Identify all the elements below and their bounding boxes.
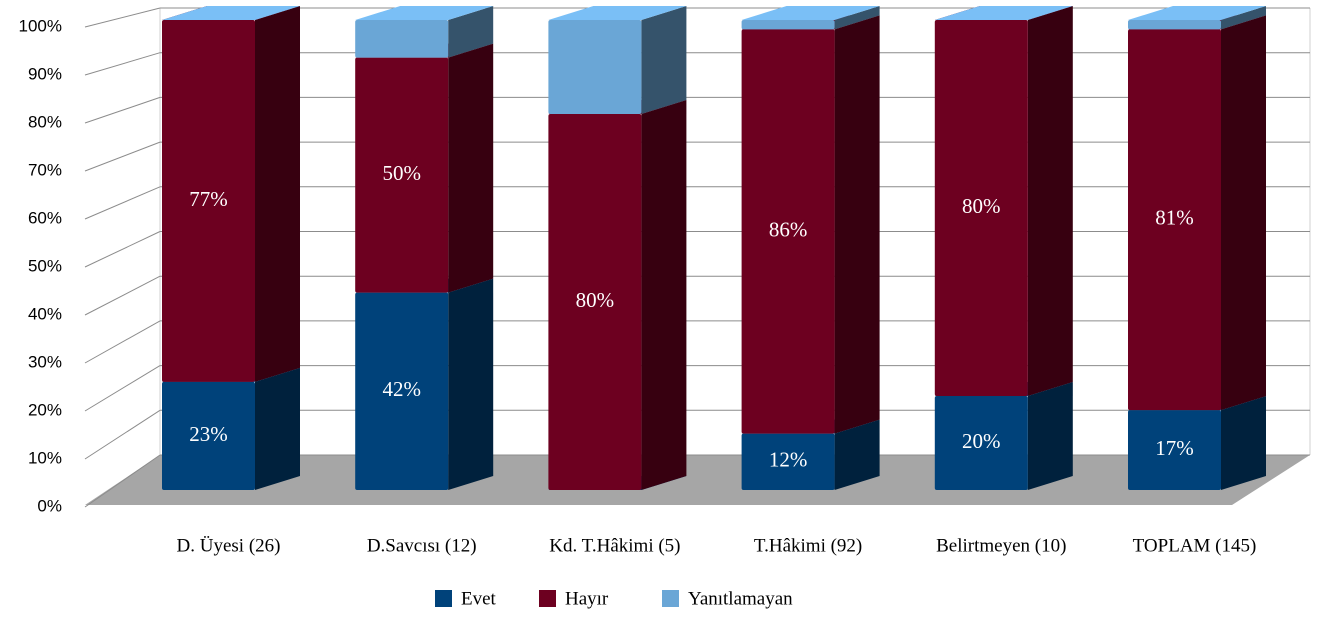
- bar-top: [548, 6, 687, 20]
- bar: [355, 57, 449, 293]
- data-label: 17%: [1155, 436, 1194, 460]
- grid-line: [84, 7, 161, 28]
- grid-line: [84, 96, 161, 124]
- legend-swatch: [539, 590, 556, 607]
- bar: [741, 29, 835, 434]
- x-tick-label: T.Hâkimi (92): [754, 535, 862, 556]
- data-label: 80%: [962, 194, 1001, 218]
- bar: [355, 292, 449, 490]
- bar: [741, 20, 835, 30]
- data-label: 50%: [382, 161, 421, 185]
- bar-side: [255, 6, 300, 382]
- bar: [934, 20, 1028, 396]
- bar-side: [1027, 6, 1073, 396]
- bar: [1128, 410, 1221, 490]
- bar-side: [834, 15, 880, 434]
- bar: [741, 433, 835, 490]
- legend-swatch: [435, 590, 452, 607]
- y-tick-label: 30%: [28, 352, 62, 371]
- bar-side: [1221, 396, 1266, 490]
- bar-top: [162, 6, 300, 20]
- data-label: 23%: [189, 422, 228, 446]
- bar-side: [641, 6, 687, 114]
- grid-line: [84, 454, 161, 508]
- bar: [548, 20, 642, 114]
- x-tick-label: Kd. T.Hâkimi (5): [549, 535, 680, 556]
- bar-side: [255, 367, 300, 490]
- y-tick-label: 20%: [28, 400, 62, 419]
- data-label: 77%: [189, 187, 228, 211]
- x-tick-label: D. Üyesi (26): [177, 535, 281, 556]
- bar: [548, 114, 642, 490]
- y-tick-label: 100%: [19, 16, 62, 35]
- x-tick-label: TOPLAM (145): [1133, 535, 1257, 556]
- bar: [1128, 20, 1221, 30]
- y-tick-label: 70%: [28, 160, 62, 179]
- y-tick-label: 40%: [28, 304, 62, 323]
- bar: [1128, 29, 1221, 411]
- bar-side: [448, 43, 494, 293]
- y-tick-label: 50%: [28, 256, 62, 275]
- bar-top: [741, 6, 880, 20]
- data-label: 81%: [1155, 206, 1194, 230]
- legend-label: Yanıtlamayan: [688, 588, 793, 609]
- bar-side: [448, 6, 494, 58]
- data-label: 20%: [962, 429, 1001, 453]
- y-tick-label: 90%: [28, 64, 62, 83]
- bar-side: [448, 278, 494, 490]
- grid-line: [84, 141, 161, 172]
- bar: [355, 20, 449, 58]
- bar: [162, 381, 255, 490]
- legend-label: Hayır: [565, 588, 609, 609]
- y-tick-label: 10%: [28, 448, 62, 467]
- bar-side: [1221, 15, 1266, 411]
- grid-line: [84, 409, 161, 460]
- legend-label: Evet: [461, 588, 497, 609]
- grid-line: [84, 275, 161, 316]
- bar-side: [641, 100, 687, 490]
- y-tick-label: 80%: [28, 112, 62, 131]
- bar-side: [1027, 382, 1073, 490]
- grid-line: [84, 186, 161, 220]
- bar: [162, 20, 255, 382]
- x-tick-label: D.Savcısı (12): [367, 535, 477, 556]
- grid-line: [84, 231, 161, 268]
- x-tick-label: Belirtmeyen (10): [936, 535, 1066, 556]
- bar: [934, 396, 1028, 490]
- bar-side: [834, 6, 880, 30]
- grid-line: [84, 320, 161, 364]
- legend-swatch: [662, 590, 679, 607]
- data-label: 12%: [769, 448, 808, 472]
- bar-top: [1128, 6, 1266, 20]
- grid-line: [84, 365, 161, 412]
- bar-side: [834, 419, 880, 490]
- bar-side: [1221, 6, 1266, 30]
- data-label: 42%: [382, 377, 421, 401]
- grid-line: [84, 52, 161, 76]
- data-label: 86%: [769, 217, 808, 241]
- data-label: 80%: [576, 288, 615, 312]
- bar-top: [934, 6, 1073, 20]
- y-tick-label: 60%: [28, 208, 62, 227]
- bar-top: [355, 6, 494, 20]
- y-tick-label: 0%: [37, 496, 62, 515]
